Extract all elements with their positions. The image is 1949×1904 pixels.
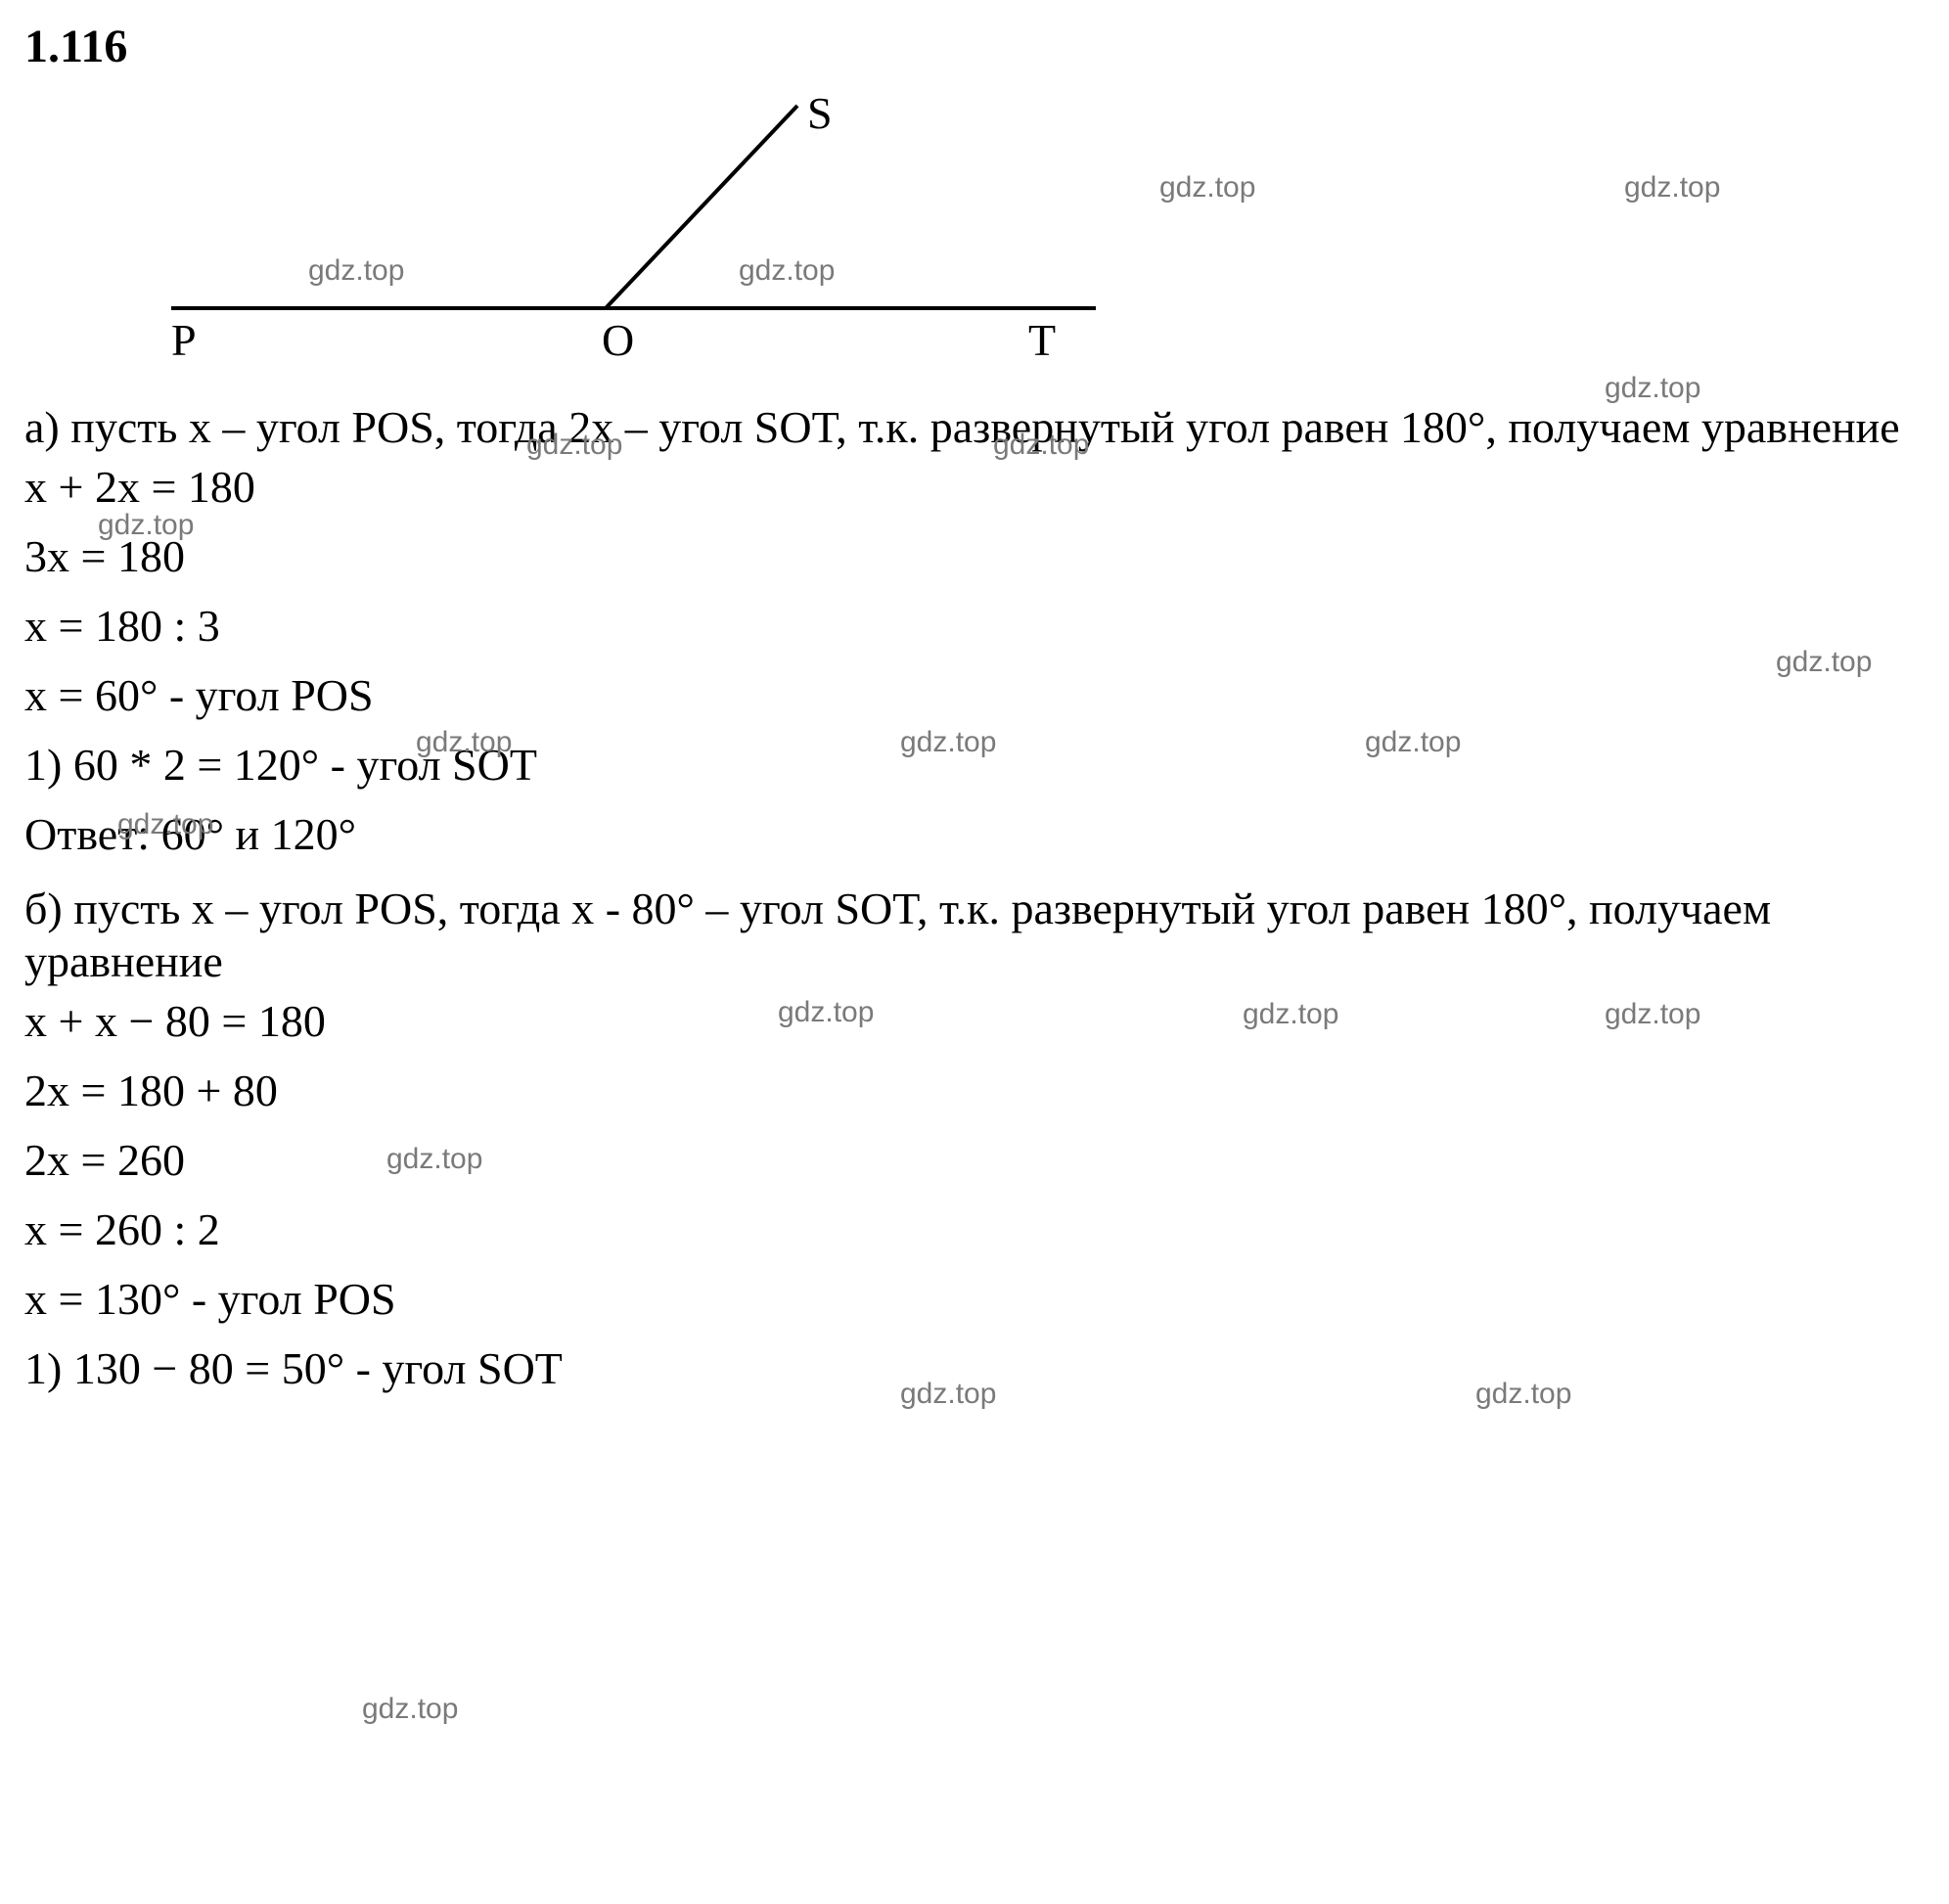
watermark: gdz.top xyxy=(739,254,835,289)
part-b-eq5: x = 130° - угол POS xyxy=(24,1274,1925,1326)
angle-diagram: S P O T gdz.top gdz.top xyxy=(24,88,1101,372)
part-a-answer: Ответ: 60° и 120° xyxy=(24,809,1925,861)
part-b-eq2: 2x = 180 + 80 xyxy=(24,1065,1925,1117)
part-a-eq5: 1) 60 * 2 = 120° - угол SOT xyxy=(24,740,1925,792)
part-a-eq1: x + 2x = 180 xyxy=(24,462,1925,514)
part-b-eq4: x = 260 : 2 xyxy=(24,1204,1925,1256)
part-b-eq6: 1) 130 − 80 = 50° - угол SOT xyxy=(24,1343,1925,1395)
label-o: O xyxy=(602,315,634,367)
problem-number: 1.116 xyxy=(24,20,1925,73)
label-t: T xyxy=(1028,315,1056,367)
part-a-intro: а) пусть x – угол POS, тогда 2x – угол S… xyxy=(24,401,1925,454)
label-p: P xyxy=(171,315,197,367)
part-a-eq3: x = 180 : 3 xyxy=(24,601,1925,653)
watermark: gdz.top xyxy=(362,1693,458,1727)
part-b-eq3: 2x = 260 xyxy=(24,1135,1925,1187)
watermark: gdz.top xyxy=(308,254,404,289)
part-b-intro: б) пусть x – угол POS, тогда x - 80° – у… xyxy=(24,883,1925,989)
part-a-eq4: x = 60° - угол POS xyxy=(24,670,1925,722)
document-content: 1.116 S P O T gdz.top gdz.top а) пусть x… xyxy=(24,20,1925,1395)
part-a-eq2: 3x = 180 xyxy=(24,531,1925,583)
part-b-eq1: x + x − 80 = 180 xyxy=(24,996,1925,1048)
label-s: S xyxy=(807,88,833,140)
